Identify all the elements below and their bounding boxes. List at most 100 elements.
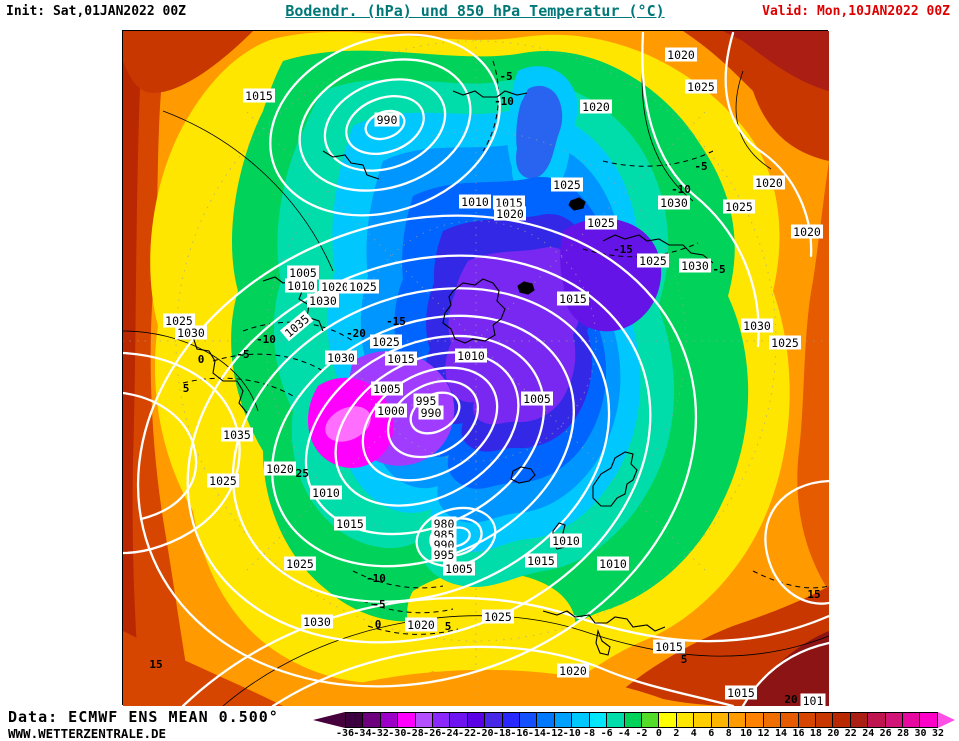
svg-text:1015: 1015 bbox=[655, 640, 683, 654]
colorbar-tick: -20 bbox=[475, 728, 494, 739]
pressure-label: 1020 bbox=[264, 461, 296, 476]
pressure-label: 1020 bbox=[791, 224, 823, 239]
colorbar-cell-20-to-22 bbox=[832, 713, 850, 727]
temp-contour-label: 15 bbox=[149, 658, 162, 671]
pressure-label: 1010 bbox=[550, 533, 582, 548]
svg-text:1025: 1025 bbox=[587, 216, 615, 230]
pressure-label: 1020 bbox=[405, 617, 437, 632]
pressure-label: 1015 bbox=[653, 639, 685, 654]
colorbar-cell--6-to--4 bbox=[606, 713, 624, 727]
pressure-label: 1025 bbox=[551, 177, 583, 192]
colorbar-cell-16-to-18 bbox=[797, 713, 815, 727]
colorbar-cell--20-to--18 bbox=[484, 713, 502, 727]
pressure-label: 1030 bbox=[307, 293, 339, 308]
colorbar-tick: 18 bbox=[809, 728, 822, 739]
colorbar-tick: -4 bbox=[618, 728, 631, 739]
colorbar-cell--32-to--30 bbox=[379, 713, 398, 727]
svg-text:1025: 1025 bbox=[639, 254, 667, 268]
colorbar-cell--8-to--6 bbox=[588, 713, 607, 727]
colorbar-below-range-arrow bbox=[313, 712, 345, 728]
svg-text:1030: 1030 bbox=[177, 326, 205, 340]
pressure-label: 1030 bbox=[658, 195, 690, 210]
pressure-label: 1015 bbox=[334, 516, 366, 531]
colorbar-cell--4-to--2 bbox=[623, 713, 641, 727]
svg-text:101: 101 bbox=[803, 694, 824, 706]
pressure-label: 1020 bbox=[319, 279, 351, 294]
pressure-label: 1020 bbox=[557, 663, 589, 678]
pressure-label: 1025 bbox=[163, 313, 195, 328]
pressure-label: 1025 bbox=[723, 199, 755, 214]
pressure-label: 1025 bbox=[284, 556, 316, 571]
pressure-label: 1025 bbox=[370, 334, 402, 349]
colorbar-tick: -36 bbox=[335, 728, 355, 739]
svg-text:1030: 1030 bbox=[303, 615, 331, 629]
svg-text:1005: 1005 bbox=[373, 382, 401, 396]
svg-text:1010: 1010 bbox=[287, 279, 315, 293]
pressure-label: 1030 bbox=[175, 325, 207, 340]
valid-time-label: Valid: Mon,10JAN2022 00Z bbox=[762, 4, 950, 19]
temp-contour-label: -5 bbox=[694, 160, 707, 173]
svg-text:1020: 1020 bbox=[793, 225, 821, 239]
pressure-label: 1030 bbox=[741, 318, 773, 333]
svg-text:1030: 1030 bbox=[660, 196, 688, 210]
map-area: -5 -10 -5 -10 -15 -5 -15 -20 -10 -5 0 5 -25 -10 -5 0 5 5 1… bbox=[122, 30, 829, 706]
svg-text:1025: 1025 bbox=[209, 474, 237, 488]
pressure-label: 1030 bbox=[325, 350, 357, 365]
svg-text:1025: 1025 bbox=[771, 336, 799, 350]
svg-text:995: 995 bbox=[416, 394, 437, 408]
svg-text:1025: 1025 bbox=[687, 80, 715, 94]
pressure-label: 1020 bbox=[494, 206, 526, 221]
temp-contour-label: -10 bbox=[366, 572, 386, 585]
pressure-label: 1005 bbox=[287, 265, 319, 280]
temp-contour-label: -15 bbox=[613, 243, 633, 256]
colorbar-tick: -16 bbox=[510, 728, 529, 739]
colorbar-cell--24-to--22 bbox=[449, 713, 467, 727]
colorbar-tick: 8 bbox=[725, 728, 732, 739]
svg-text:1020: 1020 bbox=[321, 280, 349, 294]
pressure-label: 1025 bbox=[637, 253, 669, 268]
pressure-label: 1010 bbox=[597, 556, 629, 571]
temp-contour-label: 15 bbox=[807, 588, 820, 601]
colorbar-tick: 0 bbox=[655, 728, 662, 739]
colorbar-tick: 22 bbox=[844, 728, 857, 739]
colorbar-tick: 4 bbox=[690, 728, 697, 739]
colorbar-tick: 30 bbox=[914, 728, 927, 739]
colorbar-cell--12-to--10 bbox=[553, 713, 572, 727]
colorbar-cell--28-to--26 bbox=[414, 713, 433, 727]
colorbar-tick: -34 bbox=[353, 728, 372, 739]
pressure-label: 1025 bbox=[482, 609, 514, 624]
temp-contour-label: 5 bbox=[183, 382, 190, 395]
colorbar-tick: 24 bbox=[862, 728, 875, 739]
pressure-label: 101 bbox=[800, 693, 826, 706]
colorbar-tick: -12 bbox=[545, 728, 564, 739]
temp-contour-label: -5 bbox=[499, 70, 512, 83]
pressure-label: 1005 bbox=[521, 391, 553, 406]
temp-contour-label: -10 bbox=[494, 95, 514, 108]
pressure-label: 1025 bbox=[347, 279, 379, 294]
svg-text:1020: 1020 bbox=[496, 207, 524, 221]
temp-contour-label: -15 bbox=[386, 315, 406, 328]
colorbar-cell-8-to-10 bbox=[727, 713, 746, 727]
temp-contour-label: -10 bbox=[256, 333, 276, 346]
colorbar-tick: -24 bbox=[440, 728, 459, 739]
colorbar-tick: -32 bbox=[370, 728, 389, 739]
svg-text:1015: 1015 bbox=[387, 352, 415, 366]
svg-text:1030: 1030 bbox=[309, 294, 337, 308]
svg-text:1025: 1025 bbox=[349, 280, 377, 294]
temp-contour-label: -20 bbox=[346, 327, 366, 340]
svg-text:1005: 1005 bbox=[445, 562, 473, 576]
pressure-label: 990 bbox=[418, 405, 444, 420]
pressure-label: 1010 bbox=[310, 485, 342, 500]
colorbar-tick: -2 bbox=[635, 728, 648, 739]
colorbar-tick: 20 bbox=[827, 728, 840, 739]
svg-text:1020: 1020 bbox=[266, 462, 294, 476]
pressure-label: 1030 bbox=[301, 614, 333, 629]
pressure-label: 1030 bbox=[679, 258, 711, 273]
pressure-label: 1015 bbox=[557, 291, 589, 306]
pressure-label: 990 bbox=[374, 112, 400, 127]
colorbar-cell-10-to-12 bbox=[745, 713, 763, 727]
svg-text:1015: 1015 bbox=[559, 292, 587, 306]
init-time-label: Init: Sat,01JAN2022 00Z bbox=[6, 4, 187, 19]
